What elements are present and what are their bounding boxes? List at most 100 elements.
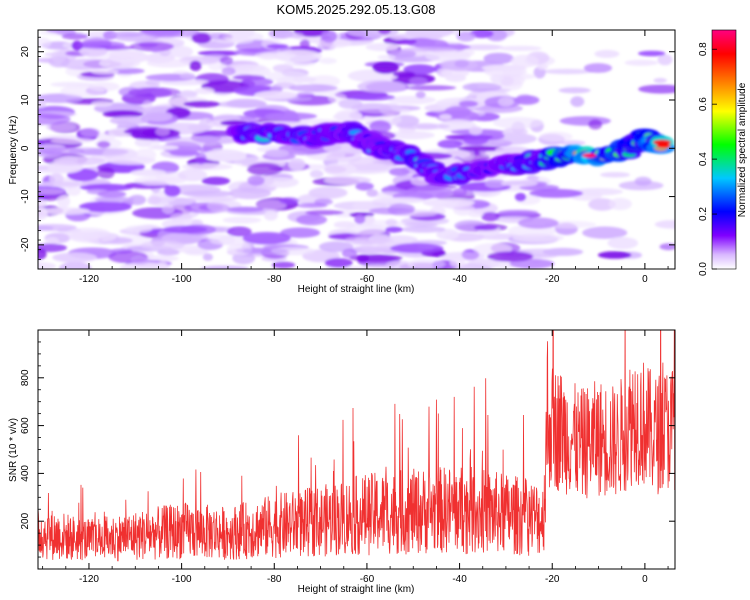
spectrogram-noise-patch [600, 172, 631, 178]
x-tick-label: -20 [545, 574, 560, 585]
spectrogram-noise-patch [38, 99, 47, 108]
spectrogram-noise-patch [384, 260, 415, 269]
spectrogram-noise-patch [46, 30, 74, 34]
spectrogram-noise-patch [299, 39, 310, 48]
spectrogram-noise-patch [597, 251, 632, 259]
spectrogram-noise-patch [402, 46, 456, 53]
x-tick-label: -100 [172, 274, 192, 285]
spectrogram-noise-patch [355, 182, 374, 191]
colorbar-tick-label: 0.4 [698, 152, 709, 166]
spectrogram-noise-patch [318, 241, 354, 253]
spectrogram-noise-patch [607, 237, 639, 250]
colorbar-label: Normalized spectral amplitude [737, 82, 748, 217]
spectrogram-noise-patch [286, 32, 304, 39]
spectrogram-noise-patch [254, 90, 298, 100]
spectrogram-noise-patch [222, 216, 262, 224]
x-tick-label: -40 [452, 274, 467, 285]
spectrogram-noise-patch [356, 103, 392, 114]
spectrogram-noise-patch [495, 146, 530, 154]
spectrogram-noise-patch [659, 243, 675, 251]
spectrogram-noise-patch [638, 84, 675, 94]
spectrogram-noise-patch [219, 56, 234, 65]
spectrogram-noise-patch [71, 40, 83, 51]
spectrogram-noise-patch [366, 189, 379, 197]
spectrogram-noise-patch [450, 257, 466, 268]
spectrogram-noise-patch [265, 149, 290, 158]
spectrogram-noise-patch [517, 217, 559, 229]
spectrogram-noise-patch [227, 206, 264, 213]
spectrogram-noise-patch [102, 110, 144, 118]
spectrogram-noise-patch [162, 225, 208, 234]
spectrogram-noise-patch [388, 95, 436, 105]
spectrogram-noise-patch [484, 179, 507, 189]
spectrogram-noise-patch [194, 87, 215, 95]
spectrogram-noise-patch [38, 224, 77, 231]
spectrogram-noise-patch [624, 59, 659, 66]
spectrogram-noise-patch [456, 31, 476, 42]
spectrogram-noise-patch [653, 78, 667, 83]
colorbar-tick-label: 0.0 [698, 262, 709, 276]
spectrogram-noise-patch [372, 61, 400, 74]
spectrogram-noise-patch [98, 57, 141, 69]
spectrogram-noise-patch [183, 100, 220, 108]
x-tick-label: 0 [642, 274, 648, 285]
spectrogram-noise-patch [409, 77, 428, 86]
spectrogram-noise-patch [151, 145, 179, 150]
spectrogram-noise-patch [309, 170, 324, 178]
spectrogram-noise-patch [79, 183, 133, 191]
spectrogram-noise-patch [452, 188, 467, 197]
spectrogram-noise-patch [392, 71, 416, 78]
spectrogram-noise-patch [462, 82, 502, 92]
colorbar-scale [711, 29, 737, 270]
spectrogram-noise-patch [326, 151, 363, 163]
spectrogram-noise-patch [226, 226, 252, 237]
spectrogram-noise-patch [473, 224, 498, 231]
y-tick-label: 200 [20, 512, 31, 529]
spectrogram-noise-patch [324, 176, 371, 185]
spectrogram-peak [656, 143, 671, 149]
spectrogram-noise-patch [498, 209, 539, 216]
y-tick-label: 20 [20, 46, 31, 58]
spectrogram-peak [582, 153, 597, 158]
spectrogram-noise-patch [160, 30, 200, 38]
spectrogram-noise-patch [50, 137, 94, 144]
spectrogram-noise-patch [242, 247, 288, 255]
spectrogram-noise-patch [354, 214, 366, 224]
spectrogram-noise-patch [181, 163, 233, 171]
spectrogram-noise-patch [60, 58, 111, 70]
y-tick-label: 10 [20, 94, 31, 106]
spectrogram-noise-patch [263, 210, 278, 221]
spectrogram-noise-patch [483, 52, 514, 65]
spectrogram-noise-patch [558, 87, 591, 94]
spectrogram-noise-patch [349, 94, 396, 101]
spectrogram-noise-patch [634, 176, 652, 186]
spectrogram-ridge [226, 121, 675, 186]
spectrogram-noise-patch [385, 219, 398, 226]
spectrogram-noise-patch [242, 232, 291, 245]
spectrogram-noise-patch [406, 85, 457, 91]
spectrogram-noise-patch [162, 204, 175, 215]
snr-x-ticks: -120 -100 -80 -60 -40 -20 0 [42, 330, 669, 585]
spectrogram-noise-patch [338, 99, 363, 109]
spectrogram-noise-patch [369, 120, 392, 133]
spectrogram-noise-patch [436, 228, 459, 240]
spectrogram-noise-patch [457, 145, 504, 152]
spectrogram-noise-patch [461, 44, 505, 51]
x-tick-label: -100 [172, 574, 192, 585]
spectrogram-noise-patch [77, 41, 126, 49]
spectrogram-noise-patch [493, 117, 544, 129]
spectrogram-noise-patch [129, 41, 174, 52]
spectrogram-noise-patch [305, 210, 344, 216]
spectrogram-noise-patch [437, 139, 463, 149]
x-tick-label: -40 [452, 574, 467, 585]
spectrogram-noise-patch [182, 190, 234, 198]
x-tick-label: -60 [360, 574, 375, 585]
colorbar-ticks: 0.0 0.2 0.4 0.6 0.8 [698, 42, 717, 276]
spectrogram-noise-patch [401, 226, 446, 233]
spectrogram-noise-patch [189, 60, 202, 71]
snr-panel: -120 -100 -80 -60 -40 -20 0 200 400 600 800 Heigh… [8, 329, 676, 595]
spectrogram-ridge-core [653, 139, 671, 145]
spectrogram-noise-patch [439, 251, 486, 261]
y-tick-label: 400 [20, 465, 31, 482]
colorbar-tick-label: 0.6 [698, 97, 709, 111]
